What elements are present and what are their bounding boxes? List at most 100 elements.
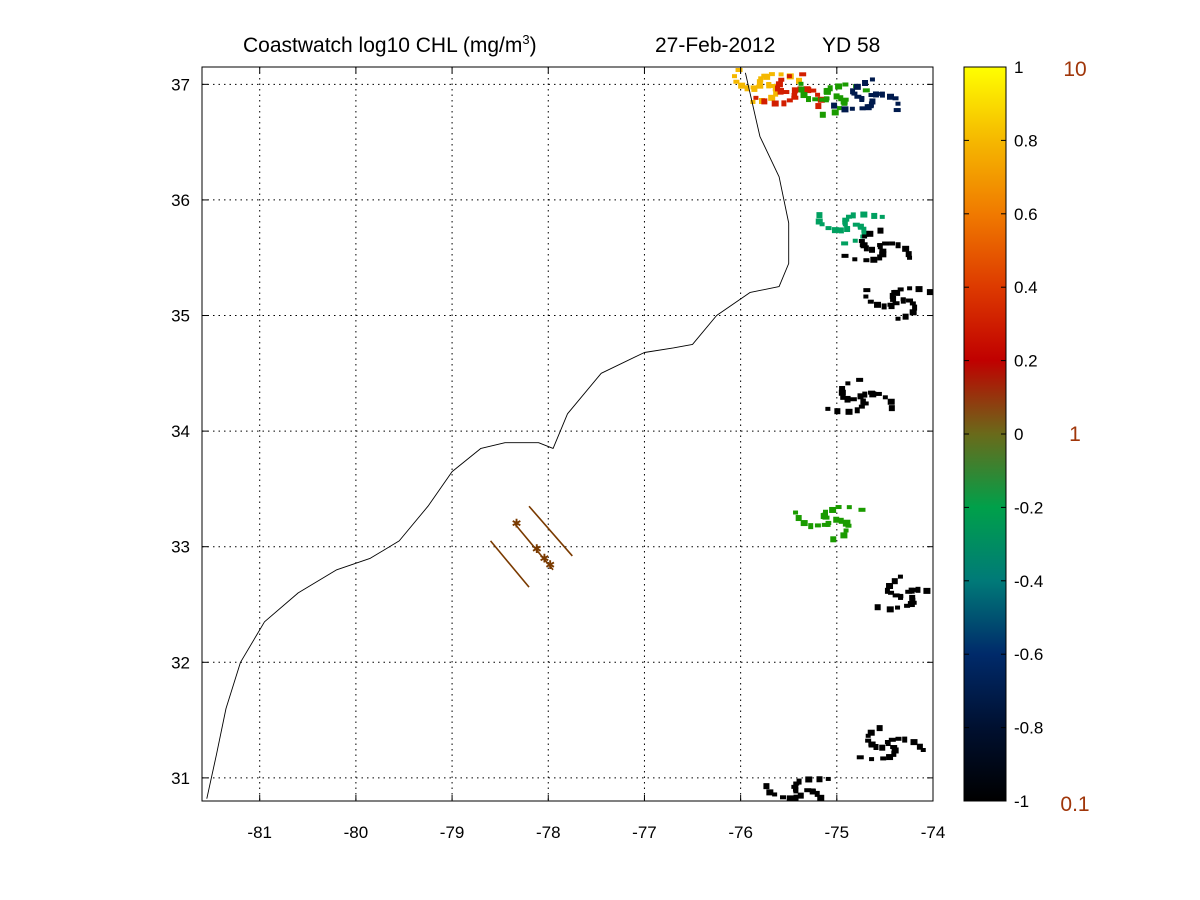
chl-pixel	[816, 776, 823, 783]
chl-pixel	[909, 309, 917, 316]
x-tick-label: -77	[632, 823, 657, 842]
chl-pixel	[888, 590, 895, 595]
chl-pixel	[793, 781, 800, 786]
chl-pixel	[778, 77, 785, 82]
chl-pixel	[808, 523, 814, 530]
chl-pixel	[768, 94, 776, 101]
chl-pixel	[857, 224, 864, 229]
chl-pixel	[838, 517, 844, 524]
chl-pixel	[854, 94, 862, 99]
chl-pixel	[898, 593, 904, 600]
chl-pixel	[887, 398, 895, 405]
y-tick-label: 31	[171, 769, 190, 788]
chl-pixel	[877, 254, 883, 261]
x-tick-label: -75	[825, 823, 850, 842]
chl-pixel	[905, 251, 912, 258]
chl-pixel	[863, 288, 871, 293]
chl-pixel	[800, 92, 808, 99]
chl-pixel	[904, 603, 911, 608]
chl-pixel	[920, 747, 926, 752]
chl-pixel	[845, 381, 851, 386]
chl-pixel	[891, 750, 897, 757]
chl-pixel	[815, 92, 821, 97]
chl-pixel	[858, 404, 865, 409]
chl-patch	[825, 377, 895, 415]
chl-pixel	[821, 522, 829, 527]
chl-pixel	[781, 100, 787, 107]
chl-pixel	[879, 251, 886, 256]
chl-pixel	[825, 776, 831, 781]
y-tick-label: 33	[171, 538, 190, 557]
title-close: )	[530, 34, 537, 57]
chl-pixel	[893, 289, 901, 296]
colorbar-tick-label: -0.6	[1014, 645, 1043, 664]
chl-pixel	[915, 586, 921, 593]
chl-pixel	[905, 589, 913, 594]
survey-track-line	[489, 540, 530, 588]
chl-pixel	[750, 85, 757, 90]
chl-pixel	[895, 242, 901, 249]
chl-pixel	[874, 604, 881, 611]
chl-pixel	[791, 87, 798, 94]
chl-pixel	[893, 108, 901, 113]
chl-pixel	[841, 253, 849, 258]
chl-pixel	[831, 109, 839, 116]
chl-pixel	[858, 239, 865, 244]
x-tick-label: -79	[440, 823, 465, 842]
chl-pixel	[869, 246, 876, 253]
chl-pixel	[795, 515, 802, 522]
chl-pixel	[854, 407, 860, 414]
chl-pixel	[786, 795, 794, 802]
chl-pixel	[859, 95, 865, 102]
chl-pixel	[902, 736, 908, 743]
chl-pixel	[793, 510, 799, 515]
chlorophyll-layer	[731, 68, 933, 802]
chl-pixel	[851, 91, 858, 96]
chl-pixel	[868, 93, 876, 98]
chl-pixel	[844, 395, 851, 400]
colorbar-tick-label: 1	[1014, 58, 1023, 77]
y-tick-label: 37	[171, 75, 190, 94]
colorbar-ticks: 1 0.8 0.6 0.4 0.2 0 -0.2 -0.4 -0.6 -0.8 -1	[964, 58, 1043, 811]
chl-patch	[841, 227, 913, 263]
chl-pixel	[887, 93, 895, 100]
chl-pixel	[798, 81, 804, 86]
chl-pixel	[895, 605, 901, 610]
chl-pixel	[799, 72, 807, 77]
chl-pixel	[852, 257, 858, 262]
map-title: Coastwatch log10 CHL (mg/m3)	[243, 32, 537, 57]
chl-pixel	[839, 386, 846, 391]
colorbar: 1 0.8 0.6 0.4 0.2 0 -0.2 -0.4 -0.6 -0.8 -1 10 1 0.1	[963, 58, 1090, 816]
chl-pixel	[853, 83, 861, 90]
chl-pixel	[821, 512, 828, 517]
chl-pixel	[889, 292, 895, 299]
chl-pixel	[845, 408, 853, 415]
chl-pixel	[815, 103, 822, 110]
colorbar-tick-label: -1	[1014, 792, 1029, 811]
chl-pixel	[866, 230, 874, 237]
chl-pixel	[744, 85, 750, 92]
chl-pixel	[882, 395, 888, 400]
chl-pixel	[886, 606, 894, 613]
chl-pixel	[819, 111, 826, 118]
chl-pixel	[786, 98, 793, 103]
y-tick-label: 35	[171, 307, 190, 326]
chl-pixel	[825, 520, 831, 527]
chl-pixel	[841, 106, 849, 113]
chl-pixel	[902, 245, 910, 252]
coastline	[206, 72, 790, 799]
chl-pixel	[836, 106, 842, 111]
x-tick-label: -81	[247, 823, 272, 842]
chl-pixel	[892, 301, 900, 306]
chl-pixel	[840, 98, 848, 105]
chl-pixel	[756, 84, 764, 89]
chl-pixel	[909, 301, 916, 306]
chl-pixel	[886, 754, 894, 761]
chl-pixel	[879, 91, 885, 98]
x-tick-label: -80	[344, 823, 369, 842]
chl-pixel	[844, 226, 851, 233]
chl-pixel	[761, 98, 768, 105]
chl-patch	[863, 286, 933, 321]
chl-patch	[874, 574, 931, 613]
chl-pixel	[833, 516, 840, 523]
